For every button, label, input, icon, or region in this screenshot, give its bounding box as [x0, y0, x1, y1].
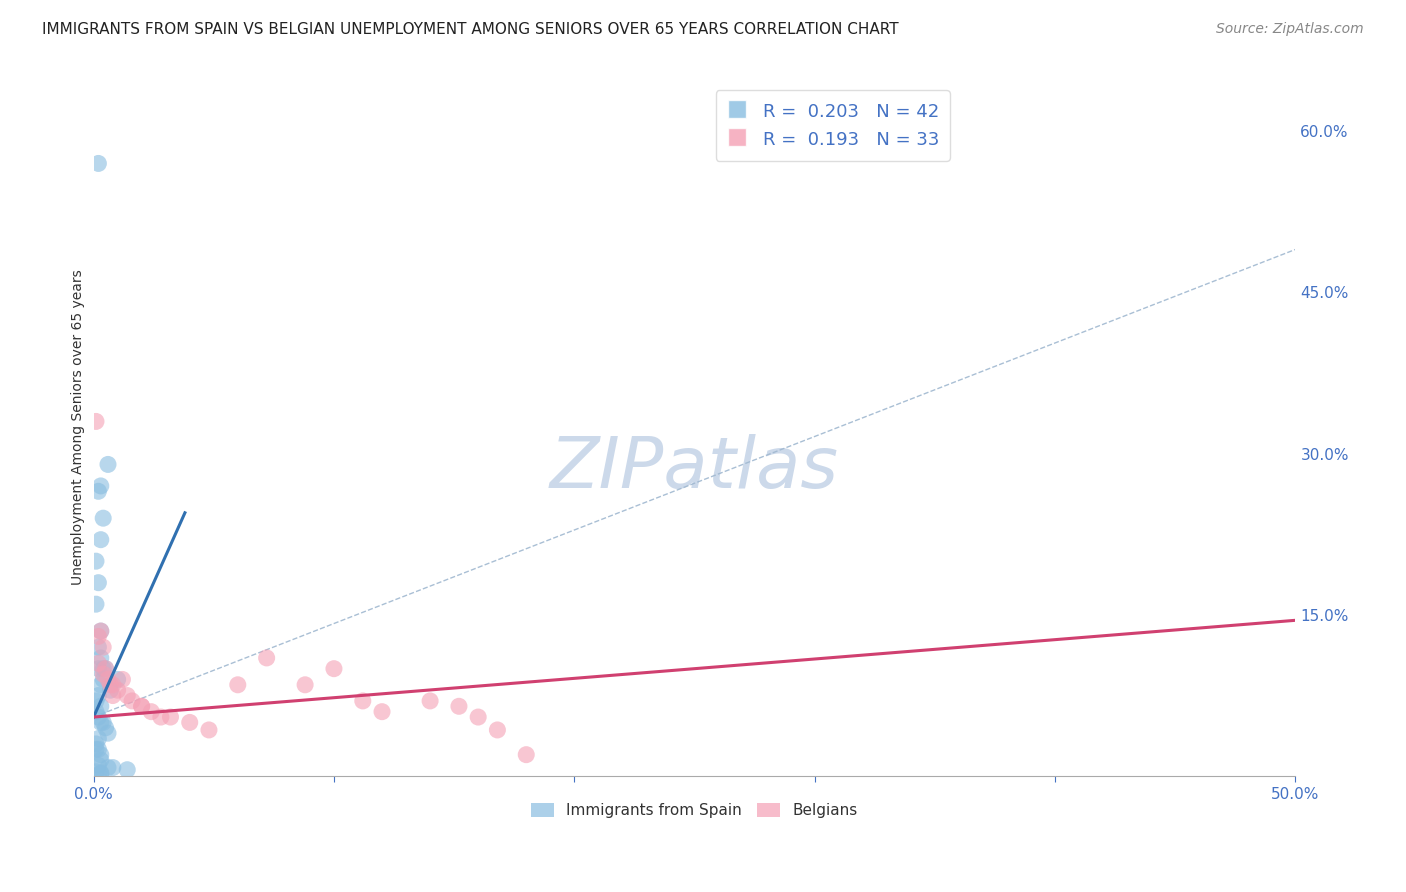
Point: [84, 694, 107, 708]
Text: ZIPatlas: ZIPatlas: [550, 434, 839, 503]
Point: [101, 689, 124, 703]
Point: [107, 683, 129, 698]
Point: [90, 624, 112, 638]
Point: [94, 662, 117, 676]
Point: [226, 678, 249, 692]
Point: [87, 742, 110, 756]
Point: [87, 484, 110, 499]
Point: [84, 554, 107, 568]
Point: [87, 156, 110, 170]
Point: [352, 694, 374, 708]
Point: [256, 651, 278, 665]
Point: [91, 662, 114, 676]
Point: [101, 678, 124, 692]
Point: [101, 761, 124, 775]
Point: [87, 662, 110, 676]
Point: [419, 694, 441, 708]
Point: [131, 699, 153, 714]
Point: [87, 575, 110, 590]
Point: [90, 479, 112, 493]
Point: [90, 766, 112, 780]
Point: [371, 705, 394, 719]
Y-axis label: Unemployment Among Seniors over 65 years: Unemployment Among Seniors over 65 years: [72, 268, 86, 584]
Point: [87, 758, 110, 772]
Point: [90, 651, 112, 665]
Legend: Immigrants from Spain, Belgians: Immigrants from Spain, Belgians: [524, 797, 863, 824]
Point: [97, 673, 120, 687]
Point: [294, 678, 316, 692]
Point: [159, 710, 181, 724]
Point: [141, 705, 163, 719]
Point: [90, 533, 112, 547]
Point: [84, 764, 107, 779]
Point: [90, 753, 112, 767]
Point: [115, 689, 138, 703]
Point: [87, 640, 110, 655]
Point: [87, 710, 110, 724]
Text: Source: ZipAtlas.com: Source: ZipAtlas.com: [1216, 22, 1364, 37]
Point: [149, 710, 172, 724]
Point: [87, 731, 110, 746]
Point: [91, 511, 114, 525]
Point: [121, 694, 143, 708]
Point: [90, 699, 112, 714]
Point: [84, 705, 107, 719]
Point: [91, 667, 114, 681]
Point: [84, 414, 107, 428]
Point: [94, 721, 117, 735]
Point: [87, 689, 110, 703]
Point: [486, 723, 509, 737]
Point: [84, 737, 107, 751]
Point: [100, 678, 122, 692]
Point: [90, 747, 112, 762]
Point: [87, 657, 110, 671]
Point: [91, 640, 114, 655]
Point: [115, 763, 138, 777]
Point: [515, 747, 537, 762]
Point: [91, 673, 114, 687]
Point: [111, 673, 134, 687]
Point: [97, 761, 120, 775]
Point: [107, 673, 129, 687]
Point: [198, 723, 221, 737]
Point: [179, 715, 201, 730]
Point: [87, 768, 110, 782]
Point: [467, 710, 489, 724]
Point: [87, 629, 110, 643]
Point: [84, 742, 107, 756]
Point: [90, 715, 112, 730]
Point: [90, 678, 112, 692]
Point: [131, 699, 153, 714]
Text: IMMIGRANTS FROM SPAIN VS BELGIAN UNEMPLOYMENT AMONG SENIORS OVER 65 YEARS CORREL: IMMIGRANTS FROM SPAIN VS BELGIAN UNEMPLO…: [42, 22, 898, 37]
Point: [94, 662, 117, 676]
Point: [447, 699, 470, 714]
Point: [90, 767, 112, 781]
Point: [97, 726, 120, 740]
Point: [97, 458, 120, 472]
Point: [84, 597, 107, 611]
Point: [323, 662, 346, 676]
Point: [90, 624, 112, 638]
Point: [91, 715, 114, 730]
Point: [100, 683, 122, 698]
